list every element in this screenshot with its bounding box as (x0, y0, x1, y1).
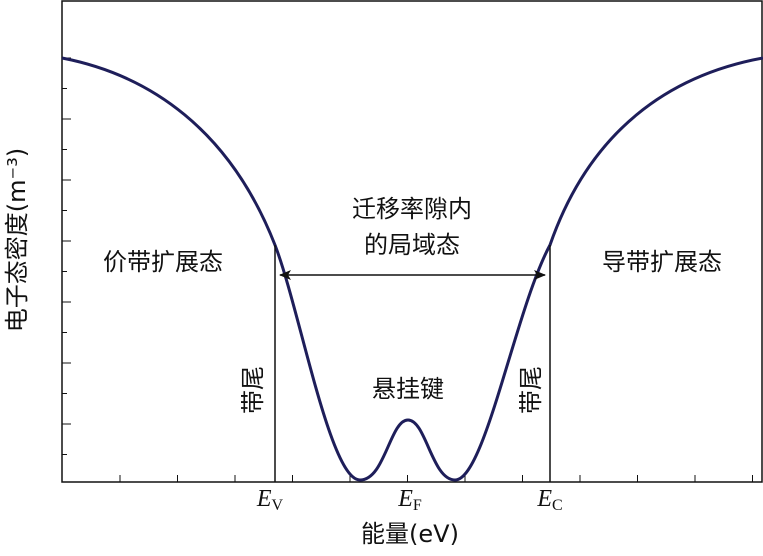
tick-main: E (397, 486, 413, 512)
gap-label-1: 迁移率隙内 (352, 195, 472, 223)
x-tick-labels: EV EF EC (256, 486, 563, 514)
x-axis-label: 能量(eV) (361, 520, 459, 548)
tick-sub: V (272, 497, 284, 514)
tick-sub: F (413, 497, 422, 514)
tail-right-label: 带尾 (517, 366, 545, 414)
x-tick-label: EC (536, 486, 562, 514)
tick-main: E (256, 486, 272, 512)
dangling-label: 悬挂键 (372, 375, 444, 403)
gap-label-2: 的局域态 (364, 231, 460, 259)
tick-sub: C (552, 497, 563, 514)
x-tick-label: EF (397, 486, 422, 514)
tail-left-label: 带尾 (239, 366, 267, 414)
conduction-label: 导带扩展态 (602, 248, 722, 276)
dos-curve (61, 56, 763, 482)
plot-frame (61, 0, 763, 483)
tick-main: E (536, 486, 552, 512)
valence-label: 价带扩展态 (103, 248, 223, 276)
y-axis-label: 电子态密度(m⁻³) (3, 148, 31, 332)
axis-ticks (62, 57, 753, 482)
x-tick-label: EV (256, 486, 284, 514)
